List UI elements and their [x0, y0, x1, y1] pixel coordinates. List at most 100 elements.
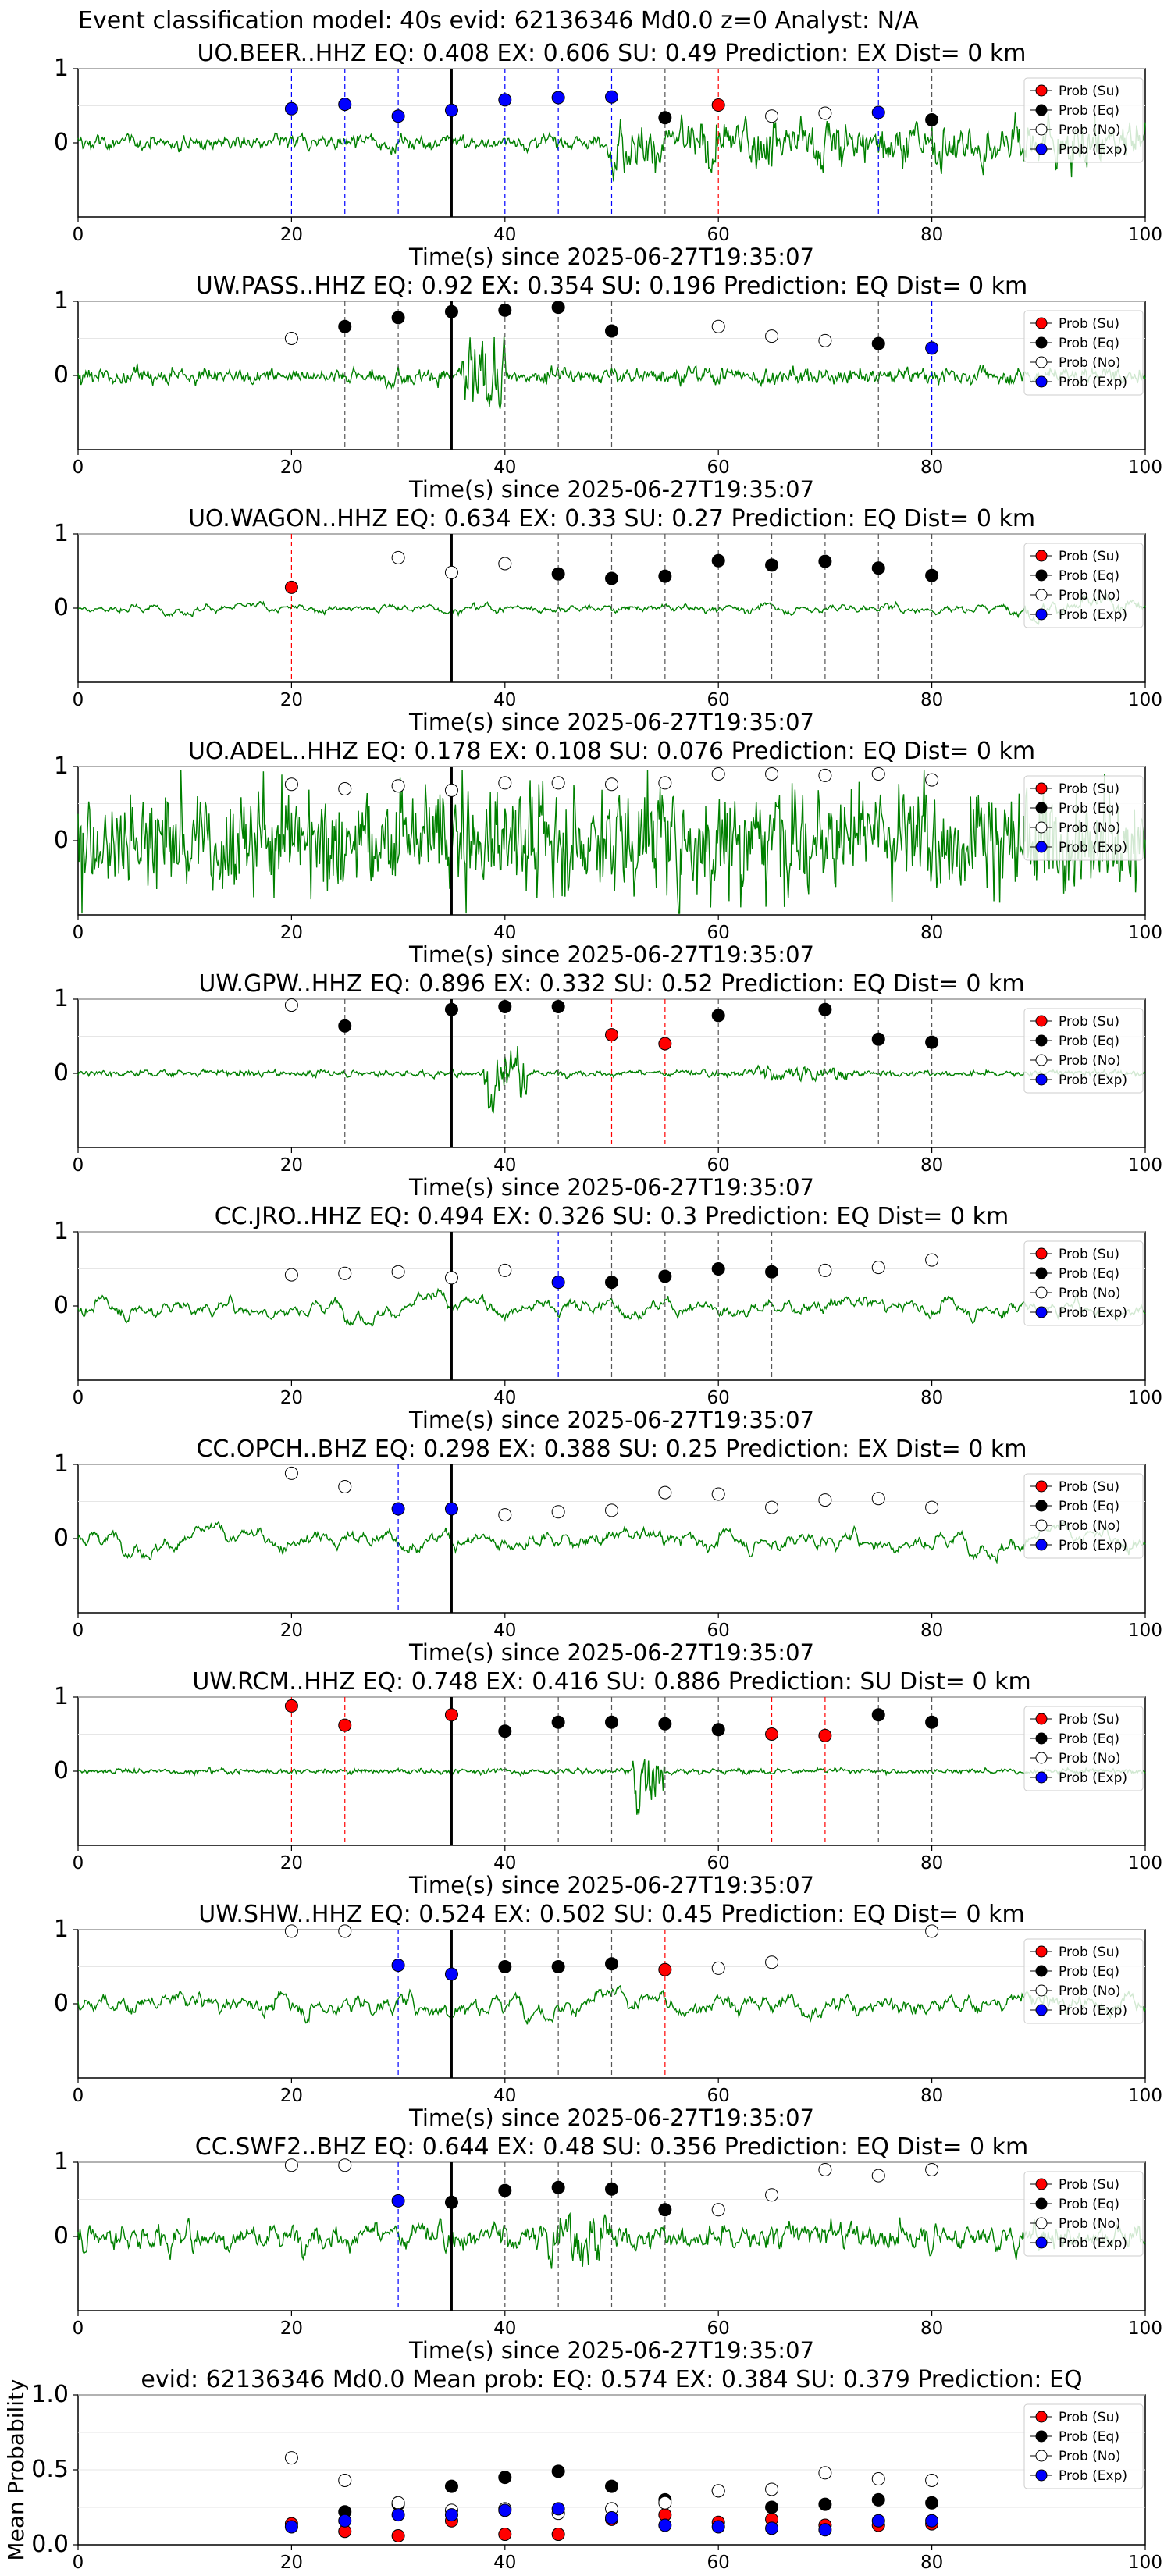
point-exp [925, 2514, 939, 2528]
point-no [284, 998, 298, 1012]
x-axis-label: Time(s) since 2025-06-27T19:35:07 [408, 244, 814, 270]
point-eq [871, 1708, 885, 1722]
point-exp [284, 101, 298, 116]
point-eq [658, 2203, 672, 2217]
point-no [765, 329, 779, 343]
point-eq [765, 2500, 779, 2514]
point-eq [391, 311, 405, 325]
legend-label-exp: Prob (Exp) [1059, 1305, 1127, 1321]
x-tick-label: 60 [707, 1621, 730, 1641]
legend-label-su: Prob (Su) [1059, 1712, 1119, 1727]
point-no [338, 1480, 352, 1493]
legend-label-no: Prob (No) [1059, 820, 1121, 836]
point-su [284, 580, 298, 594]
legend-box [1023, 2403, 1144, 2489]
point-exp [391, 109, 405, 123]
point-no [338, 782, 352, 795]
y-tick-label: 0 [54, 594, 69, 621]
x-tick-label: 40 [493, 2553, 516, 2573]
legend-label-su: Prob (Su) [1059, 1944, 1119, 1960]
point-exp [338, 2514, 352, 2528]
point-no [498, 1263, 512, 1277]
point-eq [711, 1009, 725, 1023]
x-tick-label: 80 [920, 2086, 943, 2106]
x-tick-label: 20 [280, 1853, 303, 1873]
legend: Prob (Su) Prob (Eq) Prob (No) Prob (Exp) [1023, 1938, 1144, 2024]
panel-title: CC.SWF2..BHZ EQ: 0.644 EX: 0.48 SU: 0.35… [195, 2133, 1028, 2161]
x-axis-label: Time(s) since 2025-06-27T19:35:07 [408, 1174, 814, 1201]
point-no [925, 1500, 939, 1514]
x-tick-label: 20 [280, 1155, 303, 1176]
x-tick-label: 80 [920, 225, 943, 245]
x-tick-label: 0 [73, 1853, 84, 1873]
legend-marker-su [1035, 84, 1048, 97]
point-no [338, 2158, 352, 2172]
x-tick-label: 100 [1128, 1853, 1162, 1873]
point-eq [551, 2464, 565, 2478]
point-no [818, 106, 832, 120]
legend: Prob (Su) Prob (Eq) Prob (No) Prob (Exp) [1023, 775, 1144, 861]
x-tick-label: 100 [1128, 2086, 1162, 2106]
point-no [338, 1924, 352, 1938]
point-eq [925, 113, 939, 127]
legend-marker-no [1035, 1286, 1048, 1299]
point-exp [284, 2520, 298, 2534]
x-tick-label: 100 [1128, 923, 1162, 943]
legend-label-eq: Prob (Eq) [1059, 336, 1119, 351]
legend-label-su: Prob (Su) [1059, 1014, 1119, 1030]
y-axis-label: Mean Probability [3, 2379, 29, 2560]
point-su [338, 1718, 352, 1732]
point-exp [444, 1967, 458, 1981]
legend-marker-su [1035, 1247, 1048, 1260]
legend-box [1023, 2171, 1144, 2257]
y-tick-label: 1 [54, 1683, 69, 1710]
point-exp [444, 103, 458, 117]
y-tick-label: 1 [54, 2148, 69, 2176]
point-no [551, 1505, 565, 1519]
point-eq [605, 1276, 618, 1290]
point-eq [605, 2182, 618, 2196]
point-no [391, 1265, 405, 1279]
point-exp [391, 1959, 405, 1973]
point-no [818, 768, 832, 782]
x-tick-label: 0 [73, 1388, 84, 1408]
point-no [818, 2163, 832, 2176]
point-no [284, 1924, 298, 1938]
legend-box [1023, 1240, 1144, 1326]
x-axis-label: Time(s) since 2025-06-27T19:35:07 [408, 941, 814, 968]
legend-marker-su [1035, 782, 1048, 795]
legend-marker-eq [1035, 569, 1048, 582]
y-tick-label: 1 [54, 985, 69, 1012]
panel-6: CC.JRO..HHZ EQ: 0.494 EX: 0.326 SU: 0.3 … [54, 1203, 1162, 1433]
legend-marker-no [1035, 2217, 1048, 2229]
legend-marker-su [1035, 317, 1048, 329]
legend-marker-exp [1035, 1306, 1048, 1318]
point-eq [711, 1723, 725, 1737]
point-eq [605, 2479, 618, 2493]
x-axis-label: Time(s) since 2025-06-27T19:35:07 [408, 1639, 814, 1666]
legend-label-su: Prob (Su) [1059, 84, 1119, 99]
point-eq [498, 2183, 512, 2197]
panel-1: UO.BEER..HHZ EQ: 0.408 EX: 0.606 SU: 0.4… [54, 40, 1162, 270]
x-tick-label: 80 [920, 2318, 943, 2339]
point-no [284, 332, 298, 345]
legend-marker-eq [1035, 802, 1048, 814]
x-tick-label: 20 [280, 923, 303, 943]
legend-marker-no [1035, 356, 1048, 368]
point-no [765, 2482, 779, 2496]
panel-11: evid: 62136346 Md0.0 Mean prob: EQ: 0.57… [3, 2366, 1162, 2573]
point-no [658, 2496, 672, 2510]
legend-label-eq: Prob (Eq) [1059, 1731, 1119, 1747]
legend-label-eq: Prob (Eq) [1059, 1034, 1119, 1049]
legend-box [1023, 1706, 1144, 1791]
point-no [711, 1487, 725, 1501]
legend-marker-eq [1035, 336, 1048, 349]
panel-title: evid: 62136346 Md0.0 Mean prob: EQ: 0.57… [141, 2366, 1082, 2393]
panel-7: CC.OPCH..BHZ EQ: 0.298 EX: 0.388 SU: 0.2… [54, 1436, 1162, 1666]
point-exp [551, 2502, 565, 2516]
legend-marker-eq [1035, 1267, 1048, 1279]
point-eq [605, 571, 618, 585]
legend-label-exp: Prob (Exp) [1059, 142, 1127, 158]
point-no [391, 779, 405, 793]
